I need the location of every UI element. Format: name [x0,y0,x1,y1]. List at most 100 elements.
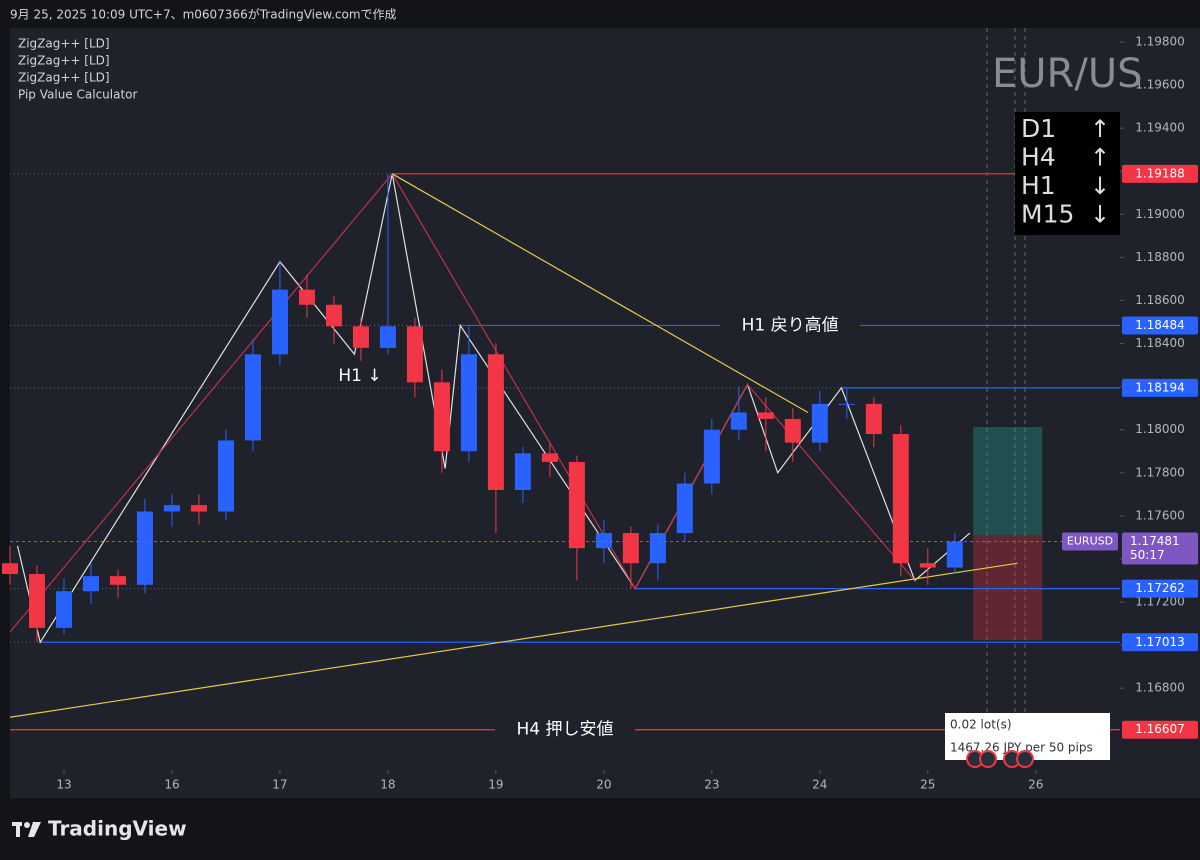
y-tick-label: 1.17600 [1135,508,1185,522]
x-tick-label: 25 [920,778,935,792]
price-tag [1122,633,1198,652]
price-tag-label: 1.19188 [1135,166,1185,180]
candle-body [433,382,450,452]
logo [28,822,41,837]
price-axis [1120,28,1200,798]
zigzag-line [9,172,916,633]
price-tag [1122,720,1198,739]
y-tick-label: 1.16800 [1135,681,1185,695]
x-tick-label: 24 [812,778,827,792]
trend-direction: ↑ [1090,144,1110,172]
price-tag-label: 1.16607 [1135,722,1185,736]
x-tick-label: 13 [56,778,71,792]
y-tick-label: 1.19000 [1135,207,1185,221]
candle-body [784,418,801,443]
candle-body [514,453,531,490]
x-tick-label: 20 [596,778,611,792]
trend-direction: ↑ [1090,115,1110,143]
trend-direction: ↓ [1090,201,1110,229]
indicator-name: ZigZag++ [LD] [18,37,110,51]
indicator-name: Pip Value Calculator [18,88,138,102]
candle-body [568,462,585,549]
candle-body [460,354,477,452]
brand: TradingView [12,817,187,841]
candle-body [865,403,882,434]
price-tag-label: 1.17262 [1135,581,1185,595]
symbol-tag [1062,532,1118,551]
price-tag-label: 1.17013 [1135,635,1185,649]
annotation: H1 ↓ [338,366,381,386]
candle-body [919,563,936,568]
y-tick-label: 1.17800 [1135,465,1185,479]
x-tick-label: 18 [380,778,395,792]
candle-body [622,533,639,564]
candle-body [595,533,612,549]
trend-direction: ↓ [1090,172,1110,200]
countdown: 50:17 [1130,548,1165,562]
event-icon [979,750,997,768]
price-tag [1122,579,1198,598]
candle-body [406,326,423,383]
candle-body [271,289,288,355]
level-label: H1 戻り高値 [742,315,839,335]
last-price-label: 1.17481 [1130,534,1180,548]
time-axis [10,770,1120,798]
candle-body [136,511,153,585]
candle-body [352,326,369,348]
y-tick-label: 1.18600 [1135,293,1185,307]
candle-body [838,403,855,405]
level-label-bg [495,718,635,741]
watermark: EUR/US [992,51,1143,97]
y-tick-label: 1.19600 [1135,78,1185,92]
y-tick-label: 1.17200 [1135,595,1185,609]
logo [24,822,30,828]
candle-body [703,429,720,484]
trend-table [1015,112,1120,235]
x-tick-label: 16 [164,778,179,792]
stop-zone [973,535,1043,641]
candle-body [379,326,396,348]
candle-body [28,574,45,628]
candle-body [55,591,72,628]
candle-body [244,354,261,441]
plot-area [10,28,1120,770]
pip-lots: 0.02 lot(s) [950,718,1012,732]
brand-name: TradingView [48,817,187,841]
trend-timeframe: D1 [1021,114,1056,143]
candle-body [730,412,747,430]
candle-body [892,434,909,564]
candle-body [487,354,504,490]
y-tick-label: 1.18000 [1135,422,1185,436]
indicator-name: ZigZag++ [LD] [18,71,110,85]
candle-body [109,576,126,585]
price-tag [1122,316,1198,335]
candle-body [757,412,774,419]
x-tick-label: 26 [1028,778,1043,792]
indicator-name: ZigZag++ [LD] [18,54,110,68]
trend-timeframe: H1 [1021,171,1056,200]
symbol-tag-label: EURUSD [1067,534,1113,547]
event-icon [1016,750,1034,768]
target-zone [973,427,1043,536]
zigzag-line [9,562,1018,718]
price-tag-label: 1.18194 [1135,380,1185,394]
candle-body [541,453,558,462]
y-tick-label: 1.18400 [1135,336,1185,350]
candle-body [811,403,828,443]
candle-body [217,440,234,512]
candle-body [325,304,342,327]
candle-body [649,533,666,564]
x-tick-label: 23 [704,778,719,792]
y-tick-label: 1.18800 [1135,250,1185,264]
x-tick-label: 17 [272,778,287,792]
level-label-bg [720,314,861,337]
price-tag-label: 1.18484 [1135,318,1185,332]
price-tag [1122,164,1198,183]
logo [16,822,20,837]
candle-body [82,576,99,592]
level-label: H4 押し安値 [516,720,613,740]
candle-body [190,505,207,512]
last-price-tag [1122,532,1198,565]
